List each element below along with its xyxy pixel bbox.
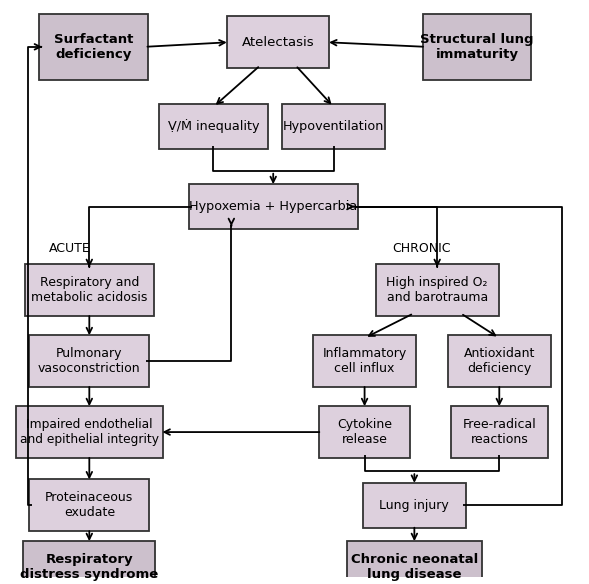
- FancyBboxPatch shape: [159, 104, 267, 149]
- Text: High inspired O₂
and barotrauma: High inspired O₂ and barotrauma: [386, 276, 488, 304]
- Text: Free-radical
reactions: Free-radical reactions: [462, 418, 536, 446]
- Text: Antioxidant
deficiency: Antioxidant deficiency: [464, 347, 535, 375]
- FancyBboxPatch shape: [451, 406, 548, 458]
- FancyBboxPatch shape: [347, 541, 482, 584]
- Text: Chronic neonatal
lung disease: Chronic neonatal lung disease: [350, 553, 478, 581]
- Text: Ṿ/Ṁ inequality: Ṿ/Ṁ inequality: [168, 120, 259, 133]
- Text: Respiratory and
metabolic acidosis: Respiratory and metabolic acidosis: [31, 276, 147, 304]
- FancyBboxPatch shape: [189, 184, 358, 229]
- FancyBboxPatch shape: [363, 483, 466, 528]
- Text: Lung injury: Lung injury: [379, 499, 449, 512]
- FancyBboxPatch shape: [448, 335, 551, 387]
- FancyBboxPatch shape: [29, 335, 150, 387]
- Text: Hypoventilation: Hypoventilation: [283, 120, 384, 133]
- FancyBboxPatch shape: [24, 541, 155, 584]
- Text: CHRONIC: CHRONIC: [392, 242, 451, 255]
- FancyBboxPatch shape: [29, 479, 150, 531]
- FancyBboxPatch shape: [313, 335, 416, 387]
- FancyBboxPatch shape: [319, 406, 410, 458]
- Text: Cytokine
release: Cytokine release: [337, 418, 392, 446]
- Text: Respiratory
distress syndrome: Respiratory distress syndrome: [20, 553, 158, 581]
- FancyBboxPatch shape: [25, 264, 154, 316]
- FancyBboxPatch shape: [282, 104, 385, 149]
- Text: Structural lung
immaturity: Structural lung immaturity: [421, 33, 534, 61]
- Text: ACUTE: ACUTE: [49, 242, 91, 255]
- FancyBboxPatch shape: [376, 264, 499, 316]
- Text: Inflammatory
cell influx: Inflammatory cell influx: [322, 347, 407, 375]
- FancyBboxPatch shape: [39, 13, 148, 80]
- Text: Hypoxemia + Hypercarbia: Hypoxemia + Hypercarbia: [189, 200, 358, 213]
- Text: Proteinaceous
exudate: Proteinaceous exudate: [45, 491, 134, 519]
- Text: Impaired endothelial
and epithelial integrity: Impaired endothelial and epithelial inte…: [20, 418, 159, 446]
- FancyBboxPatch shape: [16, 406, 163, 458]
- Text: Surfactant
deficiency: Surfactant deficiency: [54, 33, 133, 61]
- FancyBboxPatch shape: [227, 16, 329, 68]
- Text: Pulmonary
vasoconstriction: Pulmonary vasoconstriction: [38, 347, 141, 375]
- Text: Atelectasis: Atelectasis: [241, 36, 314, 48]
- FancyBboxPatch shape: [423, 13, 531, 80]
